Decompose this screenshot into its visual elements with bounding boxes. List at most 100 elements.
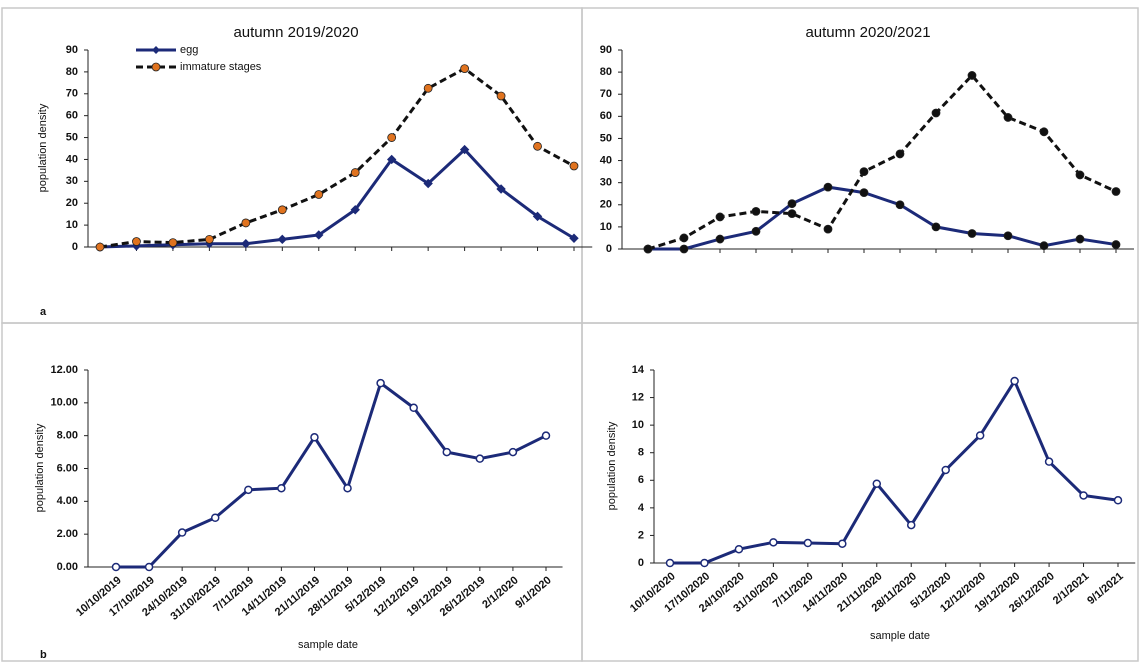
y-tick-label: 0 [606,243,612,255]
data-point [241,218,251,228]
data-point [111,562,121,572]
y-axis-label: population density [37,103,49,192]
series-line [99,66,575,249]
data-point [244,485,253,495]
data-point [823,224,833,234]
data-point [168,238,178,248]
data-point [532,211,543,222]
data-point [715,234,725,244]
x-axis-label: sample date [870,630,930,642]
y-tick-label: 10 [600,221,612,233]
legend-marker [151,62,161,72]
data-point [314,190,324,199]
data-point [442,447,452,457]
x-tick-label: 2/1/2021 [1051,570,1092,607]
data-point [210,513,220,522]
y-tick-label: 4.00 [57,495,78,507]
data-point [177,528,187,537]
y-tick-label: 10 [66,219,78,231]
data-point [895,200,905,210]
y-tick-label: 0 [72,241,78,253]
series-line [648,185,1117,251]
y-tick-label: 4 [638,502,645,514]
data-point [643,244,653,254]
data-point [751,207,761,216]
data-point [387,133,397,142]
data-point [350,168,360,177]
y-axis-label: population density [606,421,618,510]
panel-label: a [40,306,47,318]
y-tick-label: 2 [638,529,644,541]
data-point [95,242,105,252]
y-tick-label: 14 [632,364,645,376]
data-point [679,244,689,254]
data-point [459,144,470,155]
data-point [310,433,319,442]
data-point [1003,231,1013,241]
data-point [895,149,905,159]
y-tick-label: 0 [638,557,644,569]
data-point [496,184,506,194]
panel-frame [581,322,1139,662]
y-tick-label: 12.00 [50,364,78,376]
data-point [541,431,551,440]
data-point [386,154,397,165]
y-tick-label: 6 [638,474,644,486]
legend-label: immature stages [180,61,262,73]
panel-frame [581,7,1139,324]
data-point [277,205,287,215]
y-tick-label: 80 [66,66,78,78]
data-point [1010,376,1019,386]
data-point [1039,127,1049,137]
y-tick-label: 10 [632,419,644,431]
data-point [872,479,882,488]
y-tick-label: 2.00 [57,528,78,540]
y-tick-label: 30 [600,177,612,189]
y-tick-label: 30 [66,175,78,187]
y-tick-label: 90 [600,44,612,56]
x-axis-label: sample date [298,639,358,651]
data-point [314,230,324,240]
series-line [670,377,1119,565]
chart-title: autumn 2019/2020 [233,24,358,41]
data-point [906,520,916,530]
data-point [1111,240,1121,249]
data-point [1079,491,1088,500]
data-point [769,538,778,547]
data-point [1003,113,1013,122]
y-tick-label: 60 [66,110,78,122]
y-tick-label: 70 [66,88,78,100]
data-point [475,454,485,463]
data-point [423,178,433,189]
data-point [838,539,847,548]
data-point [787,199,797,209]
y-tick-label: 10.00 [50,397,78,409]
y-tick-label: 40 [66,153,78,165]
data-point [409,403,418,413]
y-tick-label: 50 [600,132,612,144]
data-point [569,161,579,171]
y-tick-label: 8 [638,447,644,459]
x-tick-label: 9/1/2020 [513,574,554,611]
data-point [508,447,518,457]
data-point [715,212,725,222]
y-tick-label: 90 [66,44,78,56]
y-tick-label: 70 [600,88,612,100]
y-tick-label: 80 [600,66,612,78]
data-point [132,237,141,246]
data-point [1039,241,1049,251]
y-tick-label: 60 [600,110,612,122]
data-point [533,141,542,151]
data-point [144,562,154,572]
data-point [751,226,761,236]
y-tick-label: 40 [600,154,612,166]
y-tick-label: 20 [600,199,612,211]
data-point [241,239,251,249]
x-tick-label: 9/1/2021 [1085,570,1126,607]
series-line [99,147,575,249]
panel-label: b [40,649,47,661]
data-point [496,91,506,101]
x-tick-label: 2/1/2020 [480,574,521,611]
data-point [859,167,869,177]
y-tick-label: 50 [66,131,78,143]
